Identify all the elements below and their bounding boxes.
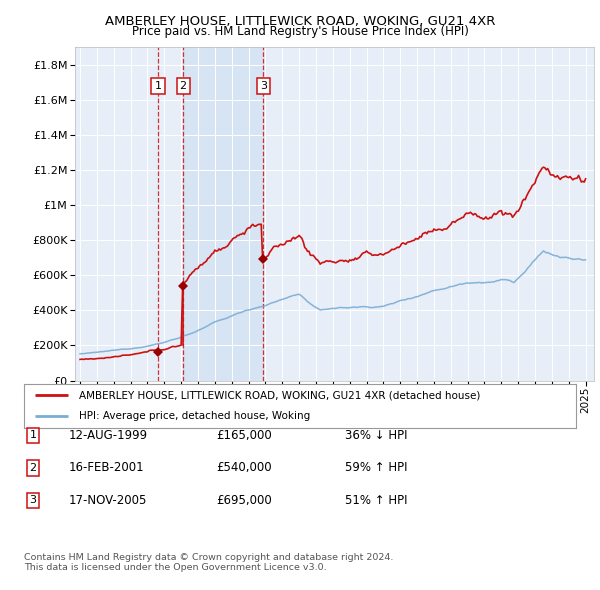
Text: 2: 2 [29,463,37,473]
Text: 1: 1 [29,431,37,440]
Text: 17-NOV-2005: 17-NOV-2005 [69,494,148,507]
Text: 59% ↑ HPI: 59% ↑ HPI [345,461,407,474]
Text: £165,000: £165,000 [216,429,272,442]
Text: 3: 3 [29,496,37,505]
Text: 36% ↓ HPI: 36% ↓ HPI [345,429,407,442]
Text: AMBERLEY HOUSE, LITTLEWICK ROAD, WOKING, GU21 4XR (detached house): AMBERLEY HOUSE, LITTLEWICK ROAD, WOKING,… [79,391,481,401]
Text: 51% ↑ HPI: 51% ↑ HPI [345,494,407,507]
Text: £695,000: £695,000 [216,494,272,507]
Text: Contains HM Land Registry data © Crown copyright and database right 2024.: Contains HM Land Registry data © Crown c… [24,553,394,562]
Text: £540,000: £540,000 [216,461,272,474]
Text: 16-FEB-2001: 16-FEB-2001 [69,461,145,474]
Text: 2: 2 [179,81,187,91]
Text: 1: 1 [154,81,161,91]
Text: Price paid vs. HM Land Registry's House Price Index (HPI): Price paid vs. HM Land Registry's House … [131,25,469,38]
Text: This data is licensed under the Open Government Licence v3.0.: This data is licensed under the Open Gov… [24,563,326,572]
Text: 12-AUG-1999: 12-AUG-1999 [69,429,148,442]
Text: 3: 3 [260,81,267,91]
Text: HPI: Average price, detached house, Woking: HPI: Average price, detached house, Woki… [79,411,310,421]
Bar [183,47,263,381]
Text: AMBERLEY HOUSE, LITTLEWICK ROAD, WOKING, GU21 4XR: AMBERLEY HOUSE, LITTLEWICK ROAD, WOKING,… [105,15,495,28]
